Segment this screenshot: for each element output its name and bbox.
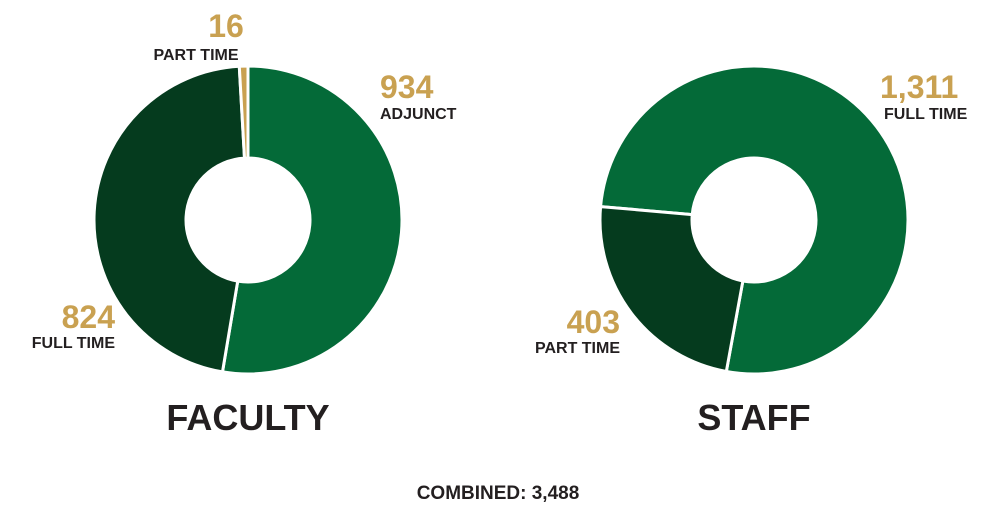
- faculty-title: FACULTY: [166, 397, 329, 438]
- staff-title: STAFF: [697, 397, 810, 438]
- staff-full-time-value: 1,311: [880, 69, 958, 105]
- faculty-full-time-value: 824: [62, 299, 116, 335]
- faculty-slice-adjunct: [220, 64, 404, 376]
- faculty-full-time-label: FULL TIME: [32, 335, 116, 352]
- staff-slice-full-time: [598, 64, 910, 376]
- faculty-slice-full-time: [92, 64, 247, 374]
- staff-donut: [598, 64, 910, 376]
- staff-slice-part-time: [598, 204, 745, 374]
- faculty-adjunct-label: ADJUNCT: [380, 106, 457, 123]
- combined-total: COMBINED: 3,488: [417, 483, 580, 504]
- faculty-part-time-value: 16: [208, 8, 244, 44]
- faculty-part-time-label: PART TIME: [153, 47, 238, 64]
- faculty-adjunct-value: 934: [380, 69, 434, 105]
- staff-full-time-label: FULL TIME: [884, 106, 968, 123]
- staff-part-time-value: 403: [567, 304, 620, 340]
- faculty-donut: [92, 64, 404, 376]
- faculty-slice-part-time: [237, 64, 250, 160]
- staff-part-time-label: PART TIME: [535, 340, 620, 357]
